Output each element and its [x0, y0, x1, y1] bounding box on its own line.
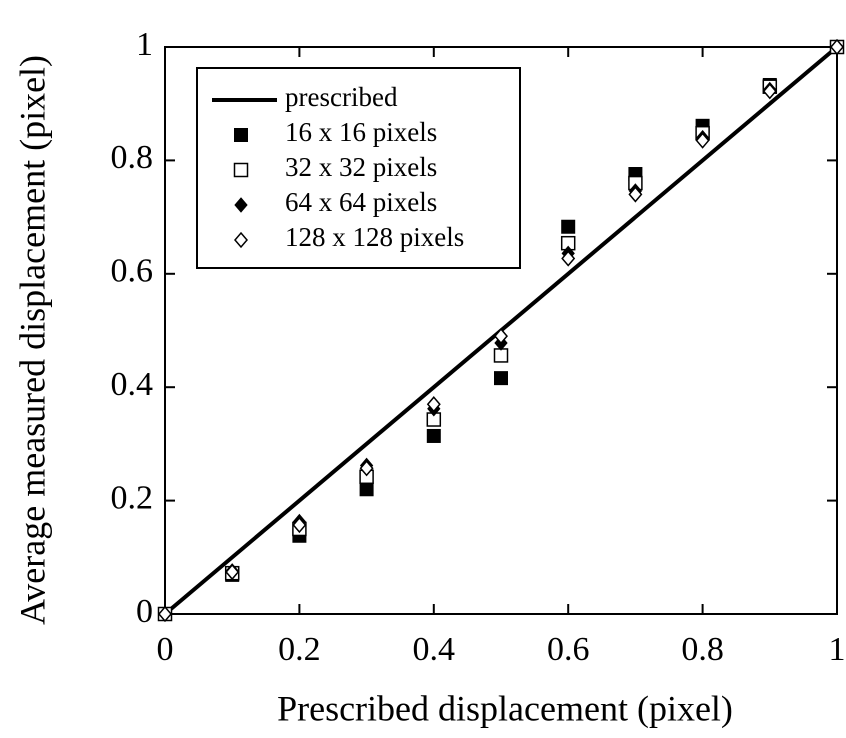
legend-label: prescribed — [285, 82, 398, 112]
plot-frame — [164, 46, 838, 615]
y-tick-label: 0.2 — [111, 479, 154, 516]
y-tick-label: 0.8 — [111, 139, 154, 176]
marker — [695, 132, 710, 149]
legend-label: 16 x 16 pixels — [285, 117, 437, 147]
marker — [561, 219, 576, 234]
y-axis-label: Average measured displacement (pixel) — [12, 55, 52, 625]
x-tick-label: 0.2 — [278, 631, 321, 668]
legend-label: 64 x 64 pixels — [285, 187, 437, 217]
marker — [493, 348, 509, 363]
legend-label: 32 x 32 pixels — [285, 152, 437, 182]
x-axis-label: Prescribed displacement (pixel) — [277, 688, 733, 728]
legend-marker — [234, 197, 248, 213]
legend-marker — [233, 162, 249, 178]
marker — [494, 328, 508, 345]
x-tick-label: 0.6 — [547, 631, 590, 668]
marker — [561, 250, 576, 267]
marker — [158, 605, 172, 623]
y-tick-label: 1 — [136, 26, 153, 63]
legend-label: 128 x 128 pixels — [285, 222, 464, 252]
marker — [225, 563, 240, 581]
marker — [426, 396, 441, 413]
legend-marker — [234, 231, 248, 249]
marker — [426, 428, 441, 443]
y-tick-label: 0.6 — [111, 253, 154, 290]
marker — [359, 482, 374, 497]
x-tick-label: 0.4 — [413, 631, 456, 668]
y-tick-label: 0 — [136, 593, 153, 630]
marker — [830, 38, 844, 56]
marker — [494, 371, 508, 386]
legend-marker — [234, 128, 248, 142]
marker — [628, 186, 643, 203]
x-tick-label: 1 — [829, 631, 846, 668]
x-tick-label: 0.8 — [681, 631, 724, 668]
marker — [359, 460, 374, 477]
marker — [292, 516, 307, 534]
marker — [762, 83, 777, 100]
y-tick-label: 0.4 — [111, 366, 154, 403]
x-tick-label: 0 — [157, 631, 174, 668]
